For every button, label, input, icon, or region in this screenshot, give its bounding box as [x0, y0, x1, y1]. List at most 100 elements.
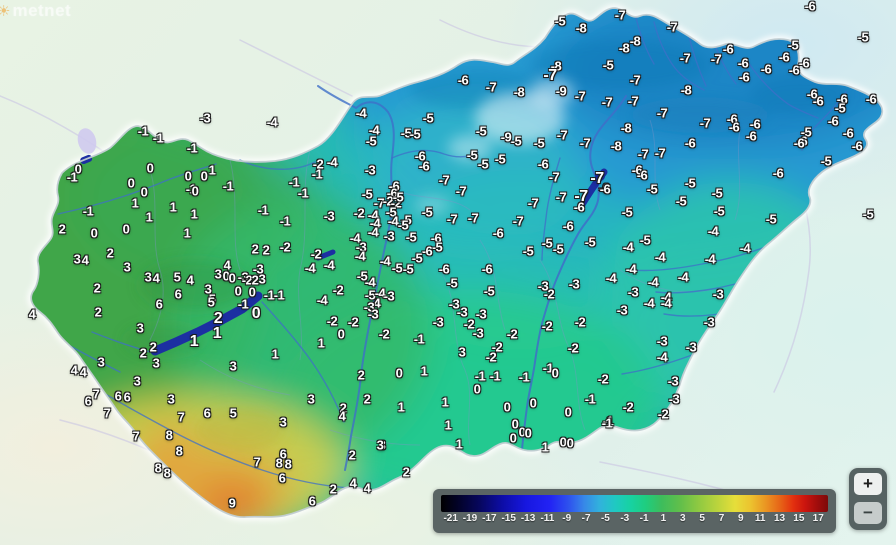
legend-tick: -15: [501, 513, 516, 524]
temp-label: -7: [574, 188, 588, 205]
logo-text: metnet: [12, 1, 72, 20]
temp-label: -6: [562, 218, 574, 234]
temp-label: -7: [627, 93, 639, 109]
temp-label: 2: [348, 447, 356, 463]
temp-label: -7: [710, 51, 722, 67]
temp-label: 7: [92, 386, 100, 402]
temp-label: -2: [567, 340, 579, 356]
temp-label: 0: [248, 284, 256, 300]
temp-label: 1: [397, 399, 405, 415]
temp-label: -6: [749, 116, 761, 132]
temp-label: 2: [149, 339, 157, 355]
temp-label: -6: [793, 135, 805, 151]
temp-label: -5: [552, 241, 564, 257]
temp-label: -6: [722, 41, 734, 57]
temp-label: -2: [312, 156, 324, 172]
temp-label: 0: [127, 175, 135, 191]
temp-label: -3: [568, 276, 580, 292]
temp-label: 6: [123, 389, 131, 405]
temp-label: 3: [73, 251, 81, 267]
temp-label: 1: [208, 162, 216, 178]
temp-label: -6: [804, 0, 816, 14]
temp-label: -1: [222, 178, 234, 194]
temp-label: -6: [865, 91, 877, 107]
temp-label: -2: [353, 205, 365, 221]
temp-label: -5: [834, 100, 846, 116]
temp-label: -5: [402, 261, 414, 277]
temp-label: 3: [279, 414, 287, 430]
temp-label: 0: [200, 168, 208, 184]
temp-label: 7: [103, 405, 111, 421]
temp-label: -3: [537, 278, 549, 294]
legend-tick: 3: [680, 513, 686, 524]
temp-label: -6: [798, 55, 810, 71]
lake-ferto: [77, 128, 97, 154]
temp-label: -5: [356, 268, 368, 284]
temp-label: -4: [323, 257, 335, 273]
temp-label: 0: [251, 305, 261, 322]
temp-label: -7: [679, 50, 691, 66]
temp-label: 2: [329, 481, 337, 497]
temp-label: -7: [579, 135, 591, 151]
temp-label: -1: [474, 368, 486, 384]
lake-velence: [315, 249, 336, 261]
zoom-in-button[interactable]: +: [854, 473, 882, 495]
temp-label: -1: [413, 331, 425, 347]
legend-tick: 1: [660, 513, 667, 524]
temp-label: -6: [738, 69, 750, 85]
temp-label: 0: [90, 225, 98, 241]
temp-label: -5: [765, 211, 777, 227]
temp-label: -1: [584, 391, 596, 407]
temp-label: 2: [357, 367, 365, 383]
temp-label: -7: [512, 213, 524, 229]
legend-tick: 17: [812, 513, 824, 524]
temp-label: 0: [184, 168, 192, 184]
temp-label: -6: [598, 180, 610, 196]
legend-tick: 11: [754, 513, 766, 524]
temp-label: -6: [418, 158, 430, 174]
temp-label: -6: [796, 133, 808, 149]
temp-label: 5: [173, 269, 181, 285]
temp-label: 5: [229, 405, 237, 421]
temp-label: 2: [339, 400, 347, 416]
temp-label: 1: [420, 363, 428, 379]
temperature-legend: -21 -19 -17 -15 -13 -11 -9 -7 -5 -3 -1 1 3 5 7 9 11 13 15 1…: [433, 489, 836, 533]
temp-label: -5: [510, 133, 522, 149]
temp-label: -5: [361, 186, 373, 202]
temp-label: -2: [390, 195, 402, 211]
temp-label: -5: [400, 125, 412, 141]
temp-label: -7: [527, 195, 539, 211]
temp-label: -4: [643, 295, 655, 311]
temp-label: -5: [713, 203, 725, 219]
temp-label: -5: [364, 287, 376, 303]
temp-label: -8: [513, 84, 525, 100]
legend-tick: -11: [540, 513, 555, 524]
temp-label: 0: [511, 416, 519, 432]
temp-label: -5: [475, 123, 487, 139]
temp-label: -2: [491, 339, 503, 355]
temp-label: -7: [629, 72, 641, 88]
temp-label: 1: [169, 199, 177, 215]
temp-label: -3: [656, 333, 668, 349]
temp-label: -5: [533, 135, 545, 151]
temp-label: -4: [379, 253, 391, 269]
temp-label: 2: [94, 304, 102, 320]
temp-label: -5: [711, 185, 723, 201]
temp-label: -6: [726, 111, 738, 127]
temp-label: -4: [316, 292, 328, 308]
zoom-control: + −: [849, 468, 887, 530]
temp-label: -3: [448, 296, 460, 312]
temp-label: -6: [684, 135, 696, 151]
temp-label: -5: [477, 156, 489, 172]
zoom-out-button[interactable]: −: [854, 502, 882, 524]
temp-label: -5: [409, 126, 421, 142]
temp-label: -6: [386, 185, 398, 201]
temp-label: 0: [234, 283, 242, 299]
temp-label: -5: [446, 275, 458, 291]
temp-label: -5: [397, 217, 409, 233]
temp-label: -6: [481, 261, 493, 277]
temp-label: -3: [685, 339, 697, 355]
temp-label: -5: [483, 283, 495, 299]
legend-tick: -19: [462, 513, 478, 524]
